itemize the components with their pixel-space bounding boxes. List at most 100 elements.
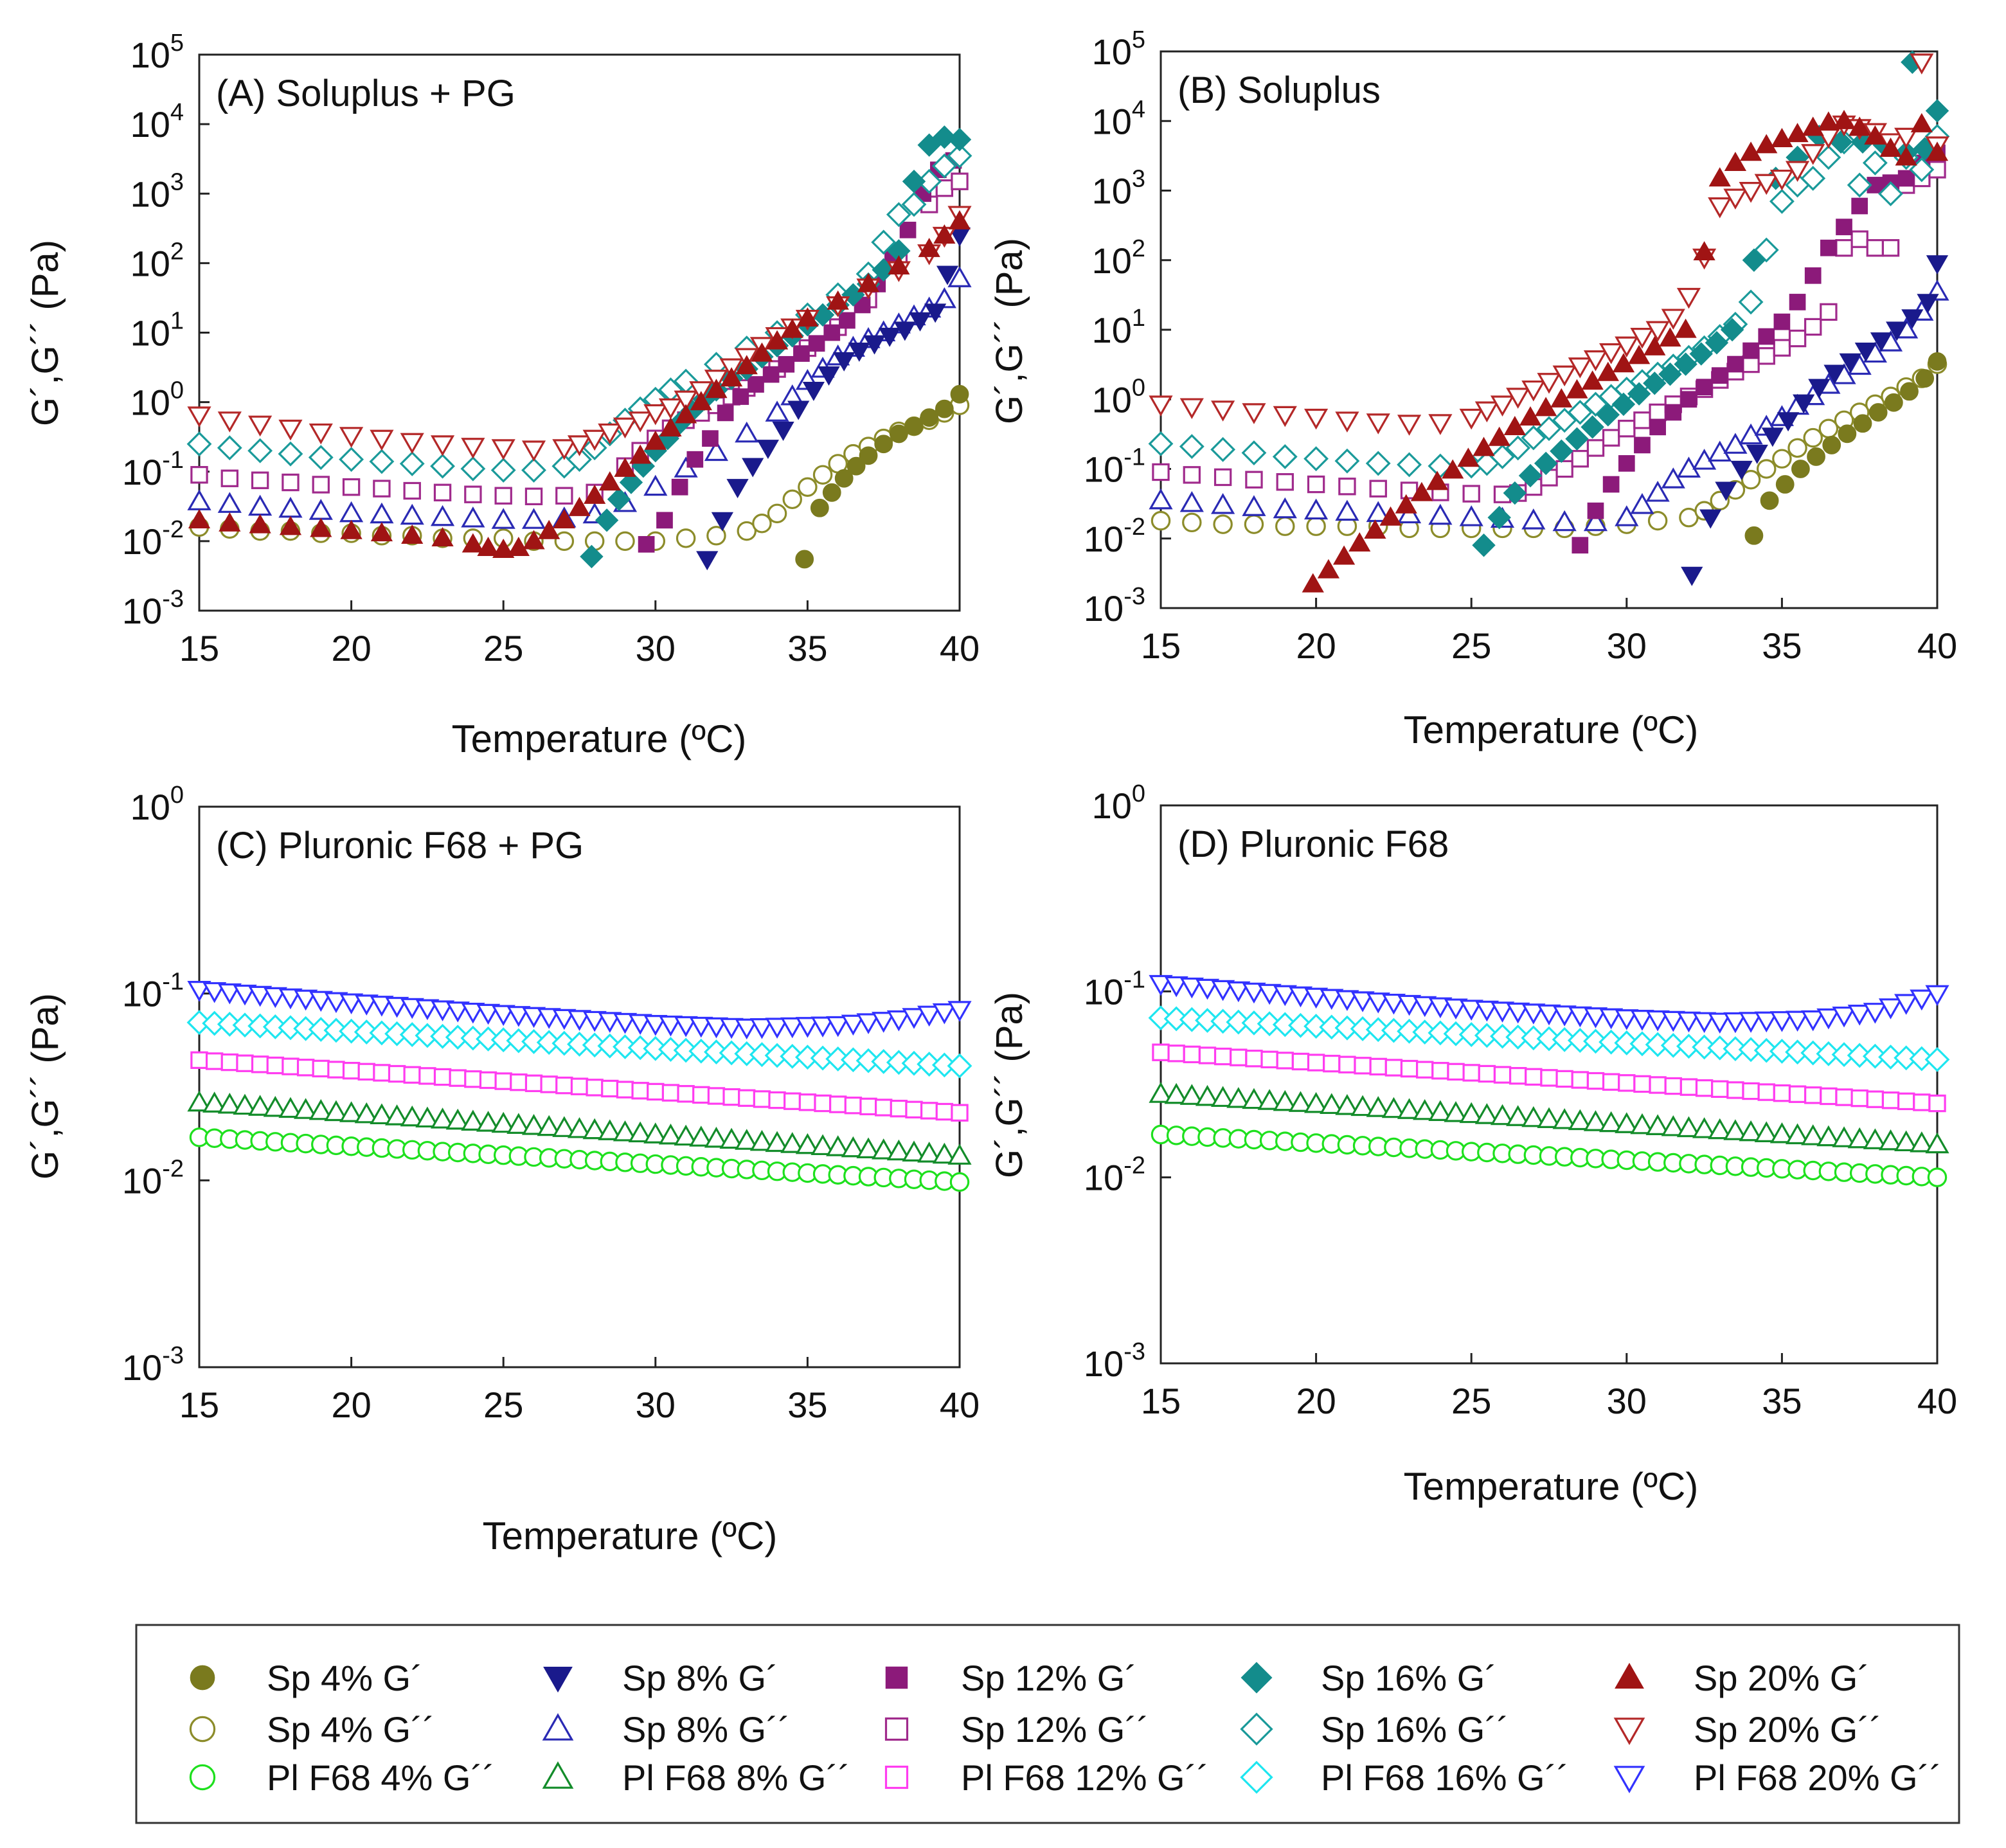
legend-label: Sp 8% G´´ (622, 1709, 790, 1750)
data-point (308, 445, 334, 471)
data-point (749, 1129, 775, 1151)
data-point (1674, 318, 1697, 338)
data-point (1257, 983, 1282, 1005)
data-point (1149, 488, 1173, 510)
data-point (384, 996, 409, 1018)
data-point (735, 1129, 759, 1150)
data-point (1474, 1000, 1499, 1022)
data-point (1879, 137, 1902, 157)
legend-label: Pl F68 12% G´´ (961, 1757, 1209, 1798)
data-point (187, 981, 211, 1002)
data-point (339, 993, 364, 1015)
data-point (188, 508, 211, 528)
data-point (886, 1139, 911, 1161)
data-point (1472, 534, 1496, 557)
data-point (1412, 1019, 1438, 1045)
y-tick-label: 100 (1092, 780, 1145, 826)
data-point (490, 458, 516, 483)
data-point (1163, 1006, 1189, 1032)
data-point (656, 512, 673, 529)
data-point (1596, 403, 1620, 427)
data-point (1615, 505, 1639, 526)
data-point (658, 1015, 683, 1037)
data-point (1618, 420, 1636, 438)
data-point (233, 984, 257, 1006)
legend-entry-sp4_g2: Sp 4% G´´ (189, 1709, 434, 1750)
data-point (1699, 509, 1722, 529)
legend-label: Pl F68 4% G´´ (267, 1757, 495, 1798)
data-point (628, 411, 652, 433)
data-point (705, 379, 728, 399)
data-point (190, 465, 208, 484)
legend-label: Sp 16% G´ (1321, 1658, 1497, 1698)
data-point (643, 404, 668, 426)
data-point (1179, 1007, 1204, 1032)
data-point (1537, 1004, 1561, 1026)
data-point (762, 366, 780, 383)
data-point (1306, 516, 1326, 536)
data-point (1257, 1089, 1282, 1110)
data-point (920, 1102, 938, 1120)
data-point (1820, 239, 1837, 256)
data-point (1365, 451, 1391, 476)
data-point (521, 1007, 546, 1028)
data-point (1761, 427, 1784, 447)
x-tick-label: 40 (1917, 1381, 1957, 1421)
data-point (217, 983, 242, 1005)
data-point (373, 480, 391, 498)
data-point (1894, 1045, 1919, 1071)
series-pl12_g2 (190, 1051, 969, 1122)
data-point (757, 440, 780, 460)
data-point (659, 417, 682, 436)
data-point (461, 533, 485, 553)
data-point (1676, 1011, 1701, 1033)
data-point (1397, 452, 1422, 478)
data-point (917, 1142, 942, 1163)
data-point (433, 1068, 452, 1086)
data-point (658, 1123, 683, 1145)
data-point (848, 342, 870, 362)
data-point (1242, 403, 1266, 424)
data-point (1804, 267, 1822, 284)
legend-label: Sp 4% G´´ (267, 1709, 434, 1750)
x-tick-label: 15 (1141, 1381, 1181, 1421)
data-point (1462, 485, 1480, 503)
data-point (1775, 475, 1795, 494)
data-point (1695, 1079, 1714, 1097)
data-point (1384, 1059, 1403, 1077)
data-point (1354, 1057, 1372, 1075)
data-point (1801, 1010, 1825, 1032)
data-point (1630, 493, 1654, 514)
data-point (1630, 1113, 1654, 1135)
data-point (686, 451, 704, 468)
y-tick-label: 101 (1092, 305, 1145, 350)
data-point (217, 1092, 242, 1114)
data-point (1878, 181, 1903, 206)
plot-frame (198, 805, 961, 1368)
data-point (1771, 128, 1793, 147)
data-point (1723, 1119, 1748, 1140)
data-point (871, 229, 897, 255)
data-point (947, 1053, 972, 1079)
data-point (787, 400, 810, 420)
data-point (1738, 289, 1764, 315)
data-point (282, 473, 300, 492)
data-point (1894, 127, 1919, 149)
data-point (810, 1016, 835, 1038)
data-point (279, 516, 302, 535)
data-point (826, 1135, 850, 1156)
data-point (1242, 495, 1266, 516)
data-point (1649, 403, 1667, 422)
data-point (676, 528, 696, 548)
data-point (823, 324, 841, 341)
data-point (1926, 141, 1949, 161)
data-point (1426, 471, 1449, 490)
y-tick-label: 100 (130, 782, 184, 827)
data-point (1521, 1003, 1546, 1025)
data-point (947, 143, 972, 168)
data-point (1307, 475, 1325, 494)
data-point (1183, 466, 1201, 484)
data-point (856, 1013, 881, 1034)
data-point (647, 1082, 665, 1101)
data-point (1521, 425, 1546, 451)
